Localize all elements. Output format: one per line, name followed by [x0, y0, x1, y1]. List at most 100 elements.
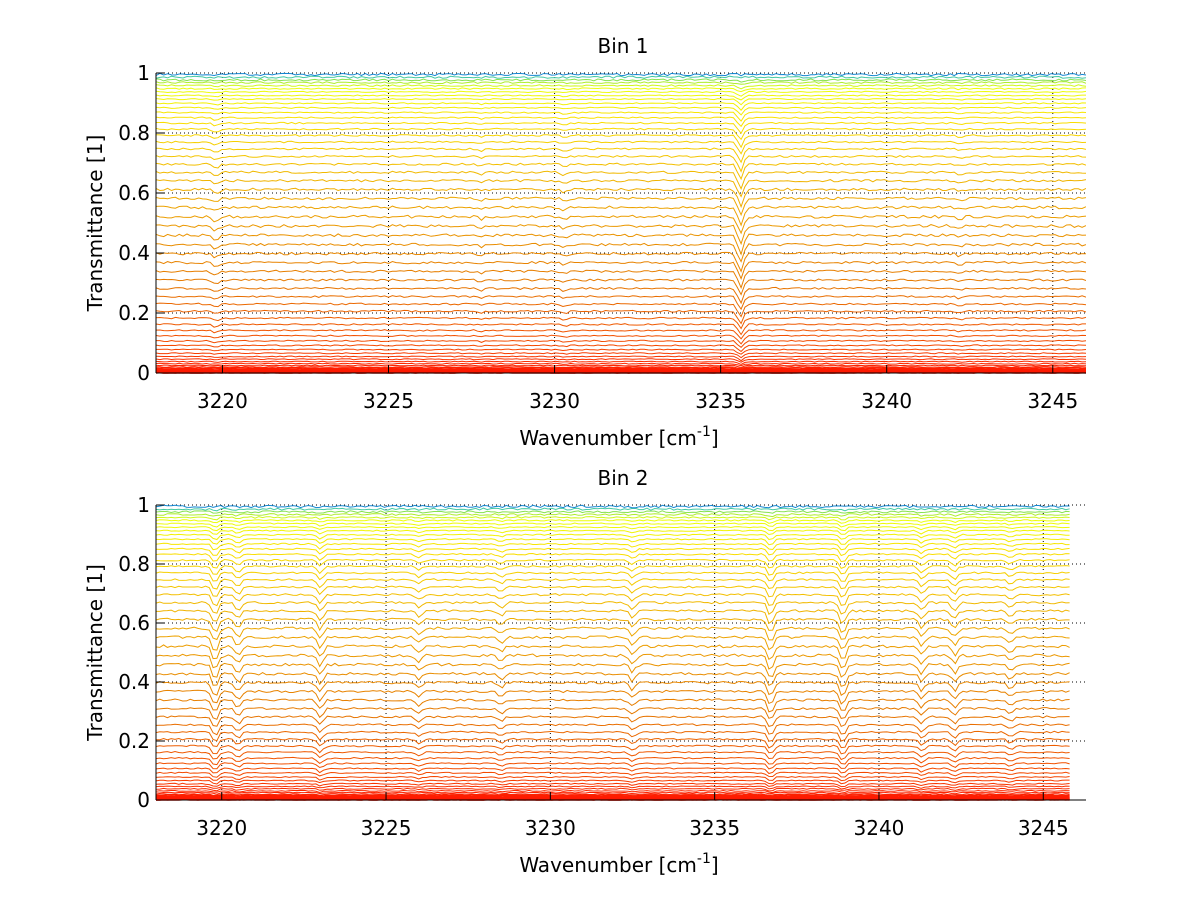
- series-line: [156, 358, 1086, 363]
- series-line: [156, 662, 1070, 678]
- series-line: [156, 364, 1086, 369]
- series-line: [156, 526, 1070, 532]
- series-line: [156, 78, 1086, 83]
- series-line: [156, 504, 1070, 509]
- series-line: [156, 578, 1070, 590]
- series-line: [156, 626, 1070, 641]
- series-line: [156, 362, 1086, 367]
- series-line: [156, 339, 1086, 348]
- series-line: [156, 762, 1070, 770]
- series-line: [156, 689, 1070, 705]
- x-axis-title-main: Wavenumber [cm: [519, 853, 697, 877]
- series-line: [156, 84, 1086, 90]
- series-line: [156, 147, 1086, 164]
- series-line: [156, 316, 1086, 330]
- series-line: [156, 214, 1086, 235]
- series-line: [156, 233, 1086, 256]
- x-tick-label: 3230: [525, 816, 576, 840]
- series-line: [156, 533, 1070, 541]
- series-line: [156, 706, 1070, 720]
- series-line: [156, 795, 1070, 799]
- series-line: [156, 680, 1070, 696]
- series-line: [156, 698, 1070, 713]
- series-line: [156, 72, 1086, 77]
- series-line: [156, 513, 1070, 518]
- x-tick-label: 3240: [854, 816, 905, 840]
- y-tick-label: 0: [137, 788, 150, 812]
- y-tick-label: 0.4: [118, 670, 150, 694]
- series-line: [156, 334, 1086, 345]
- series-line: [156, 775, 1070, 782]
- x-tick-label: 3230: [529, 389, 580, 413]
- series-line: [156, 547, 1070, 557]
- series-line: [156, 196, 1086, 217]
- series-line: [156, 787, 1070, 792]
- y-tick-label: 0: [137, 361, 150, 385]
- y-tick-label: 1: [137, 61, 150, 85]
- series-line: [156, 601, 1070, 615]
- series-line: [156, 516, 1070, 521]
- y-tick-label: 0.2: [118, 729, 150, 753]
- y-tick-label: 0.8: [118, 121, 150, 145]
- series-line: [156, 519, 1070, 524]
- series-line: [156, 715, 1070, 728]
- series-line: [156, 653, 1070, 670]
- y-tick-label: 1: [137, 493, 150, 517]
- series-line: [156, 134, 1086, 149]
- series-line: [156, 205, 1086, 227]
- series-line: [156, 323, 1086, 336]
- series-line: [156, 127, 1086, 141]
- series-line: [156, 542, 1070, 551]
- series-line: [156, 90, 1086, 97]
- chart-title: Bin 2: [597, 466, 648, 490]
- series-line: [156, 366, 1086, 371]
- series-line: [156, 617, 1070, 633]
- x-tick-label: 3240: [861, 389, 912, 413]
- chart-panel-2: 3220 3225 3230 3235 3240 3245 0 0.2 0.4 0.6 0.8 1 Bi…: [83, 466, 1086, 877]
- x-tick-label: 3220: [196, 816, 247, 840]
- y-tick-label: 0.6: [118, 181, 150, 205]
- series-line: [156, 329, 1086, 340]
- series-line: [156, 750, 1070, 761]
- series-line: [156, 348, 1086, 355]
- series-group: [156, 72, 1086, 374]
- series-line: [156, 644, 1070, 661]
- series-line: [156, 529, 1070, 536]
- series-line: [156, 585, 1070, 598]
- series-line: [156, 360, 1086, 366]
- series-line: [156, 251, 1086, 273]
- series-line: [156, 352, 1086, 359]
- x-tick-label: 3225: [363, 389, 414, 413]
- series-line: [156, 635, 1070, 651]
- series-line: [156, 558, 1070, 570]
- x-tick-label: 3245: [1018, 816, 1069, 840]
- x-axis-title-superscript: -1: [697, 424, 711, 440]
- series-line: [156, 111, 1086, 122]
- chart-title: Bin 1: [597, 34, 648, 58]
- x-axis-title: Wavenumber [cm-1]: [519, 424, 718, 450]
- series-line: [156, 121, 1086, 135]
- series-line: [156, 344, 1086, 353]
- series-line: [156, 782, 1070, 788]
- series-line: [156, 791, 1070, 795]
- series-line: [156, 522, 1070, 528]
- series-line: [156, 593, 1070, 607]
- series-line: [156, 789, 1070, 794]
- series-line: [156, 510, 1070, 514]
- series-line: [156, 565, 1070, 576]
- series-line: [156, 785, 1070, 790]
- x-tick-label: 3235: [695, 389, 746, 413]
- series-line: [156, 552, 1070, 563]
- series-line: [156, 366, 1086, 369]
- series-line: [156, 269, 1086, 290]
- series-line: [156, 793, 1070, 796]
- series-line: [156, 286, 1086, 305]
- x-axis-title: Wavenumber [cm-1]: [519, 851, 718, 877]
- series-line: [156, 162, 1086, 181]
- series-line: [156, 224, 1086, 246]
- series-line: [156, 87, 1086, 93]
- series-line: [156, 723, 1070, 736]
- x-axis-title-main: Wavenumber [cm: [519, 426, 697, 450]
- series-line: [156, 609, 1070, 625]
